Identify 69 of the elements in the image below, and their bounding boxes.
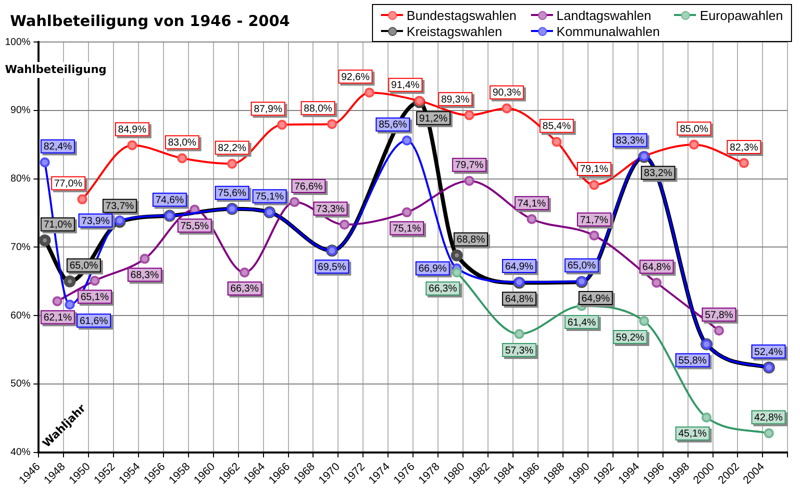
y-tick-label: 70%: [10, 242, 31, 253]
data-label: 64,8%: [642, 262, 671, 273]
y-tick-label: 80%: [10, 174, 31, 185]
data-label: 69,5%: [318, 262, 346, 273]
data-label: 68,3%: [130, 270, 159, 282]
data-label: 66,3%: [428, 284, 458, 295]
data-label: 59,2%: [616, 332, 644, 344]
data-label: 65,0%: [70, 260, 98, 272]
data-label: 79,1%: [580, 164, 608, 176]
y-tick-label: 60%: [10, 310, 31, 322]
data-label: 61,4%: [567, 317, 596, 328]
legend-label: Bundestagswahlen: [406, 8, 517, 22]
data-label: 64,9%: [505, 261, 534, 272]
y-tick-label: 100%: [5, 36, 31, 48]
legend-label: Kreistagswahlen: [406, 24, 502, 38]
data-label: 71,7%: [580, 214, 608, 226]
data-label: 83,2%: [644, 168, 672, 180]
data-label: 57,3%: [505, 345, 534, 356]
data-label: 89,3%: [441, 94, 470, 106]
data-label: 55,8%: [678, 356, 707, 367]
data-label: 82,2%: [218, 142, 246, 154]
data-label: 91,4%: [391, 80, 420, 92]
data-label: 75,6%: [218, 188, 246, 200]
data-label: 91,2%: [419, 113, 448, 124]
data-label: 68,8%: [456, 234, 486, 246]
data-label: 84,9%: [118, 124, 146, 136]
data-label: 61,6%: [80, 316, 108, 327]
data-label: 42,8%: [754, 412, 783, 424]
data-label: 62,1%: [44, 312, 72, 324]
data-label: 85,4%: [542, 121, 571, 132]
chart-title: Wahlbeteiligung von 1946 - 2004: [10, 12, 290, 30]
data-label: 79,7%: [455, 160, 484, 172]
data-label: 85,6%: [378, 120, 408, 131]
data-label: 73,3%: [316, 204, 345, 215]
data-label: 76,6%: [294, 181, 323, 192]
data-label: 82,3%: [730, 142, 758, 154]
data-label: 65,1%: [80, 292, 110, 303]
data-label: 83,0%: [168, 138, 196, 149]
data-label: 85,0%: [680, 124, 708, 135]
data-label: 71,0%: [44, 220, 72, 231]
data-label: 75,1%: [255, 192, 284, 203]
data-label: 52,4%: [754, 346, 783, 358]
data-label: 65,0%: [567, 260, 596, 272]
data-label: 87,9%: [254, 104, 282, 116]
y-tick-label: 90%: [10, 105, 31, 116]
data-label: 92,6%: [341, 72, 370, 83]
data-label: 83,3%: [616, 135, 644, 146]
y-axis-title: Wahlbeteiligung: [5, 62, 107, 76]
y-tick-label: 50%: [10, 378, 31, 390]
legend-label: Europawahlen: [700, 8, 783, 22]
data-label: 90,3%: [492, 88, 522, 99]
data-label: 75,1%: [392, 224, 422, 235]
data-label: 66,9%: [418, 264, 447, 275]
legend-label: Landtagswahlen: [556, 8, 652, 22]
data-label: 88,0%: [304, 103, 332, 114]
y-tick-label: 40%: [10, 447, 31, 458]
data-label: 57,8%: [704, 310, 734, 321]
legend-label: Kommunalwahlen: [556, 24, 660, 38]
data-label: 45,1%: [678, 428, 707, 440]
data-label: 73,7%: [106, 201, 134, 212]
data-label: 74,6%: [155, 194, 184, 206]
data-label: 77,0%: [54, 178, 83, 190]
data-label: 64,8%: [505, 294, 534, 305]
data-label: 82,4%: [44, 142, 72, 153]
data-label: 64,9%: [581, 293, 610, 304]
data-label: 73,9%: [81, 216, 110, 227]
data-label: 75,5%: [180, 220, 209, 232]
data-label: 66,3%: [230, 284, 259, 295]
data-label: 74,1%: [518, 198, 546, 210]
